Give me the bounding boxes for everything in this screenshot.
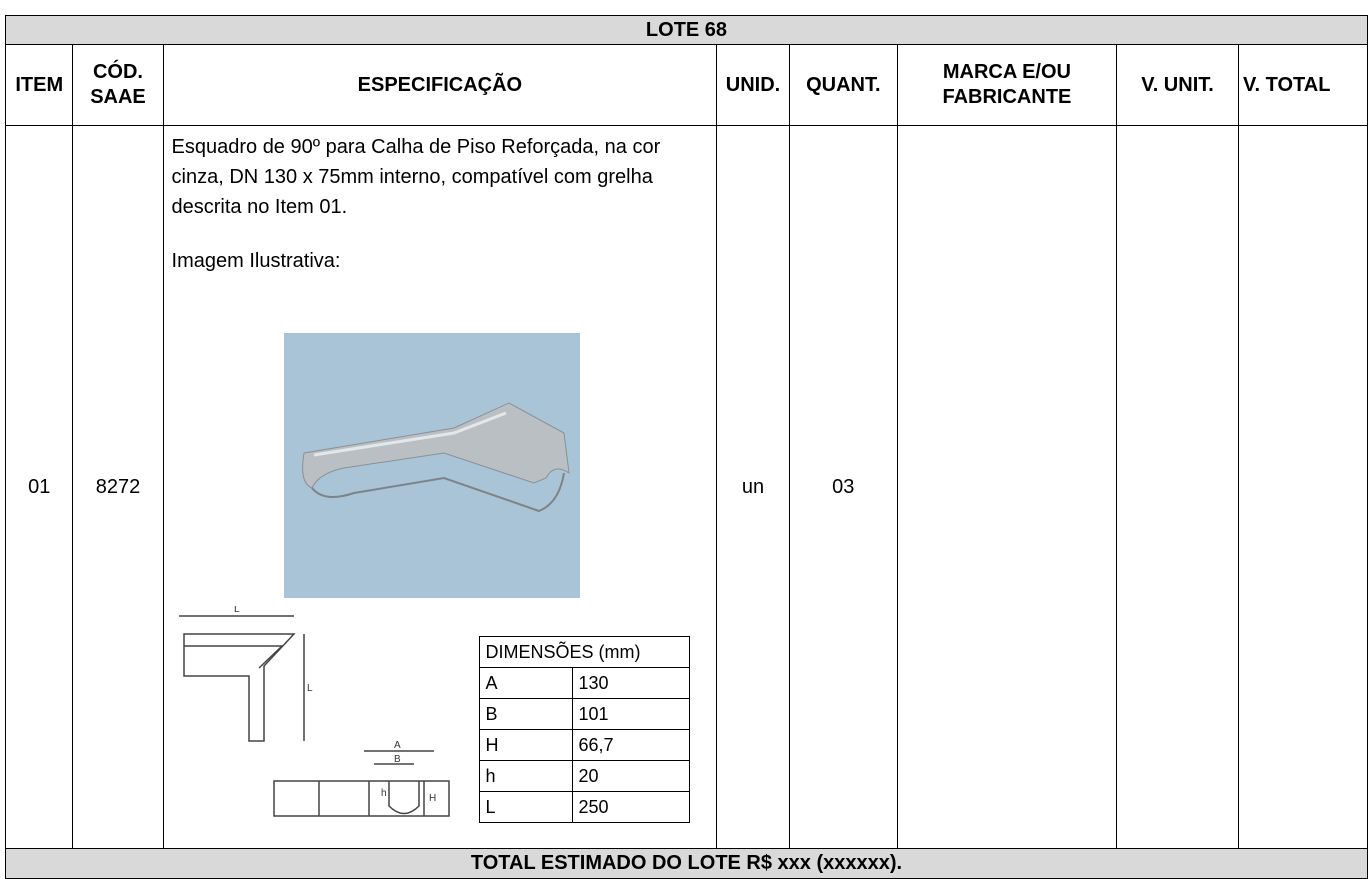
column-header: QUANT. — [788, 44, 898, 126]
code-cell: 8272 — [72, 125, 164, 849]
technical-drawing: L L A B h H — [178, 606, 450, 817]
image-caption: Imagem Ilustrativa: — [171, 250, 341, 272]
item-cell: 01 — [4, 125, 74, 849]
drawing-label: L — [234, 606, 240, 615]
dim-value: 250 — [571, 791, 690, 823]
drawing-label: H — [429, 793, 436, 804]
lot-title: LOTE 68 — [5, 15, 1368, 45]
column-header: V. TOTAL — [1238, 44, 1368, 126]
description: Esquadro de 90º para Calha de Piso Refor… — [171, 136, 661, 218]
column-header: V. UNIT. — [1116, 44, 1239, 126]
dim-key: H — [478, 729, 573, 761]
dim-key: B — [478, 698, 573, 730]
dimensions-title: DIMENSÕES (mm) — [478, 636, 690, 668]
dim-value: 101 — [571, 698, 690, 730]
column-header: ITEM — [4, 44, 74, 126]
drawing-label: h — [381, 788, 387, 799]
product-image — [283, 333, 580, 598]
dimensions-table: DIMENSÕES (mm) A 130 B 101 H 66,7 h 20 L 250 — [478, 636, 690, 823]
dim-value: 20 — [571, 760, 690, 792]
unit-cell: un — [716, 125, 790, 849]
dim-key: h — [478, 760, 573, 792]
drawing-label: B — [394, 754, 401, 765]
dim-key: A — [478, 667, 573, 699]
dim-value: 130 — [571, 667, 690, 699]
column-header: UNID. — [716, 44, 790, 126]
quantity-cell: 03 — [788, 125, 898, 849]
dim-key: L — [478, 791, 573, 823]
drawing-label: A — [394, 740, 401, 751]
drawing-label: L — [307, 683, 313, 694]
lot-total: TOTAL ESTIMADO DO LOTE R$ xxx (xxxxxx). — [5, 848, 1368, 879]
column-header: MARCA E/OU FABRICANTE — [896, 44, 1118, 126]
column-header: ESPECIFICAÇÃO — [162, 44, 718, 126]
column-header: CÓD. SAAE — [72, 44, 164, 126]
brand-cell — [896, 125, 1118, 849]
specification-cell: Esquadro de 90º para Calha de Piso Refor… — [162, 125, 718, 849]
dim-value: 66,7 — [571, 729, 690, 761]
unit-price-cell — [1116, 125, 1239, 849]
lot-table: LOTE 68 ITEM CÓD. SAAE ESPECIFICAÇÃO UNI… — [4, 15, 1368, 879]
total-price-cell — [1238, 125, 1368, 849]
